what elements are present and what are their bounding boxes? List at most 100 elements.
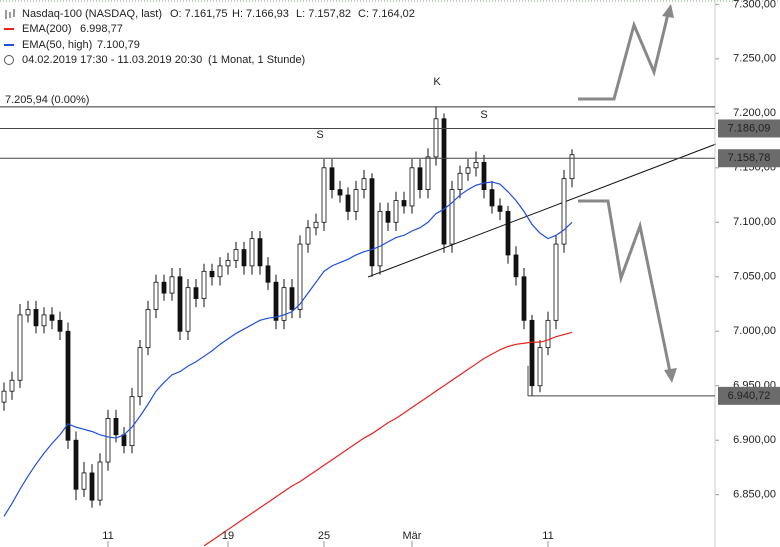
candle-body [225, 260, 231, 267]
candle-body [313, 221, 319, 229]
candle-body [209, 270, 215, 278]
candle-body [553, 243, 559, 321]
arrowhead [664, 368, 677, 383]
candle-body [361, 178, 367, 190]
candle-body [409, 167, 415, 207]
candle-body [449, 189, 455, 245]
x-tick-label: 25 [318, 530, 330, 542]
price-tag [718, 386, 780, 405]
candle-body [89, 472, 95, 501]
candle-body [385, 210, 391, 223]
candle-body [417, 167, 423, 190]
candle-body [97, 461, 103, 501]
candle-body [513, 254, 519, 278]
legend-label: EMA(200) [22, 23, 72, 35]
interval: (1 Monat, 1 Stunde) [208, 54, 305, 66]
x-tick-label: 19 [222, 530, 234, 542]
price-tag-label: 6.940,72 [728, 390, 771, 402]
candle-body [353, 189, 359, 212]
price-tag [718, 149, 780, 168]
candle-body [481, 161, 487, 190]
candle-body [257, 238, 263, 267]
candle-body [369, 178, 375, 267]
candle-body [265, 265, 271, 283]
candle-body [297, 243, 303, 310]
candle-body [401, 200, 407, 207]
arrowhead [662, 4, 674, 18]
legend-swatch [4, 28, 14, 30]
ohlc-high: H: 7.166,93 [232, 8, 289, 20]
candle-body [9, 379, 15, 392]
legend-value: 6.998,77 [80, 23, 123, 35]
y-tick-label: 7.300,00 [733, 0, 776, 10]
candle-body [305, 227, 311, 245]
clock-icon [4, 55, 14, 65]
price-tag-label: 7.158,78 [728, 152, 771, 164]
candle-body [145, 309, 151, 348]
y-tick-label: 7.250,00 [733, 53, 776, 65]
candle-body [489, 189, 495, 207]
candle-body [153, 281, 159, 310]
candle-body [569, 154, 575, 180]
price-tag [718, 119, 780, 138]
candle-body [545, 319, 551, 348]
candle-body [345, 194, 351, 212]
legend-swatch [4, 44, 14, 46]
candle-body [49, 314, 55, 321]
legend-value: 7.100,79 [97, 39, 140, 51]
y-tick-label: 7.000,00 [733, 325, 776, 337]
candle-body [441, 118, 447, 245]
candle-body [161, 281, 167, 294]
candle-body [337, 189, 343, 196]
candle-body [249, 238, 255, 267]
price-tag-label: 7.186,09 [728, 122, 771, 134]
y-tick-label: 6.900,00 [733, 434, 776, 446]
candle-body [433, 118, 439, 158]
candle-body [33, 309, 39, 327]
candle-body [113, 418, 119, 436]
ohlc-icon [5, 9, 15, 19]
x-tick-label: Mär [403, 530, 422, 542]
candle-body [57, 319, 63, 332]
x-tick-label: 11 [102, 530, 113, 542]
candle-body [561, 178, 567, 245]
candle-body [25, 309, 31, 316]
candle-body [121, 434, 127, 447]
candle-body [377, 210, 383, 267]
candle-body [425, 156, 431, 190]
scenario-arrow-down [578, 199, 672, 373]
ohlc-close: C: 7.164,02 [358, 8, 415, 20]
candle-body [281, 287, 287, 321]
chart-title: Nasdaq-100 (NASDAQ, last) [22, 8, 162, 20]
candle-body [17, 314, 23, 381]
candle-body [73, 439, 79, 490]
candle-body [233, 249, 239, 261]
candle-body [41, 314, 47, 327]
candle-body [465, 167, 471, 174]
y-tick-label: 7.200,00 [733, 107, 776, 119]
candle-body [529, 319, 535, 387]
candle-body [521, 276, 527, 321]
candle-body [537, 347, 543, 387]
candle-body [497, 205, 503, 212]
candle-body [201, 270, 207, 299]
candle-body [457, 172, 463, 190]
candle-body [65, 330, 71, 441]
period: 04.02.2019 17:30 - 11.03.2019 20:30 [22, 54, 202, 66]
candle-body [241, 249, 247, 267]
candle-body [329, 167, 335, 190]
neckline [367, 143, 717, 278]
candle-body [169, 276, 175, 294]
x-tick-label: 11 [542, 530, 553, 542]
ema-line [203, 331, 573, 547]
pattern-label: S [316, 129, 323, 141]
candle-body [289, 287, 295, 310]
ema-line [3, 181, 573, 517]
candle-body [217, 265, 223, 278]
candle-body [105, 418, 111, 463]
y-tick-label: 7.100,00 [733, 216, 776, 228]
scenario-arrow-up [578, 13, 670, 101]
candle-body [273, 281, 279, 321]
candle-body [393, 200, 399, 223]
